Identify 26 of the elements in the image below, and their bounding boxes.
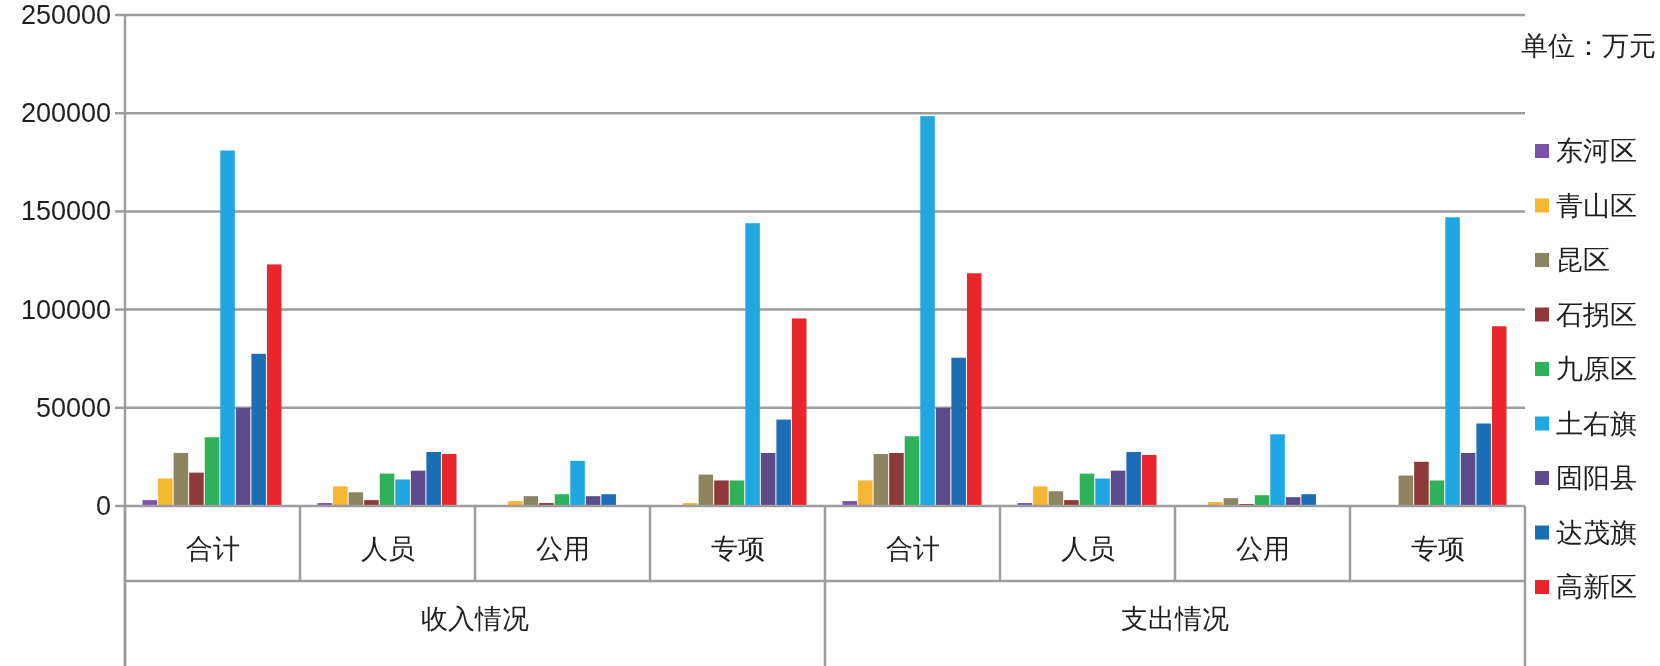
legend-label: 昆区 (1556, 245, 1610, 275)
legend-label: 达茂旗 (1556, 517, 1637, 548)
legend-label: 九原区 (1556, 354, 1637, 384)
y-tick-label: 250000 (20, 0, 111, 30)
y-axis-title: 单位：万元 (1521, 31, 1656, 61)
legend-label: 固阳县 (1556, 463, 1637, 493)
x-tick-label: 专项 (710, 534, 765, 564)
legend-label: 石拐区 (1556, 299, 1637, 330)
x-tick-label: 人员 (1060, 534, 1115, 564)
legend-label: 青山区 (1556, 190, 1637, 221)
text: 支出情况 (1121, 604, 1229, 634)
y-tick-label: 0 (95, 491, 111, 521)
y-tick-label: 50000 (35, 392, 111, 423)
text: 收入情况 (421, 604, 529, 634)
legend-label: 高新区 (1556, 572, 1637, 602)
x-tick-label: 专项 (1410, 534, 1465, 564)
x-tick-label: 合计 (885, 534, 940, 564)
x-tick-label: 人员 (360, 534, 415, 564)
y-tick-label: 150000 (20, 196, 111, 227)
x-tick-label: 公用 (535, 534, 590, 564)
x-tick-label: 合计 (185, 534, 240, 564)
legend-label: 土右旗 (1556, 408, 1637, 439)
x-tick-label: 公用 (1235, 534, 1290, 564)
y-tick-label: 200000 (20, 98, 111, 129)
y-tick-label: 100000 (20, 294, 111, 325)
legend-label: 东河区 (1556, 136, 1637, 166)
